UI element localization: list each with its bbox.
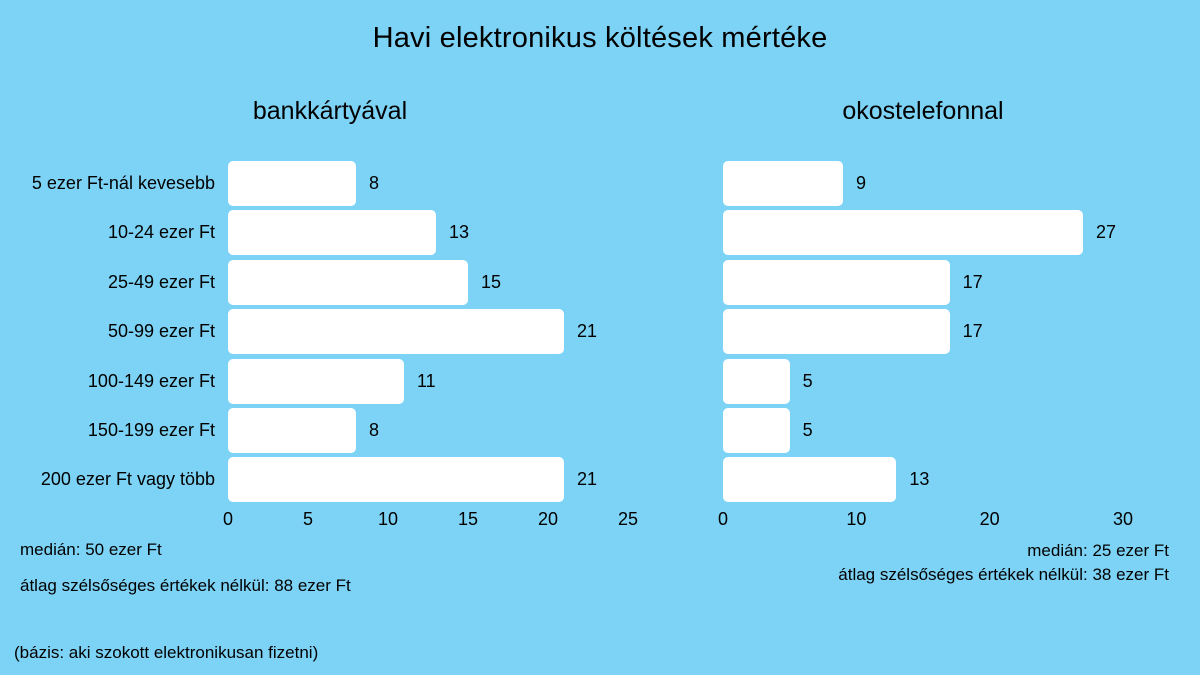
value-label: 8	[369, 173, 380, 193]
subtitle-bankkartyaval: bankkártyával	[252, 97, 408, 125]
bar	[228, 457, 564, 503]
bar	[723, 161, 843, 206]
value-label: 5	[802, 370, 813, 391]
average-note-left: átlag szélsőséges értékek nélkül: 88 eze…	[20, 576, 351, 595]
x-axis-tick: 10	[377, 509, 399, 529]
category-label: 100-149 ezer Ft	[87, 370, 215, 391]
subtitle-okostelefonnal: okostelefonnal	[842, 97, 1004, 125]
bar	[723, 457, 897, 503]
x-axis-tick: 5	[302, 509, 313, 529]
x-axis-tick: 25	[617, 509, 639, 529]
value-label: 8	[369, 420, 380, 440]
bar	[723, 210, 1083, 256]
value-label: 5	[802, 420, 813, 440]
bar	[228, 259, 468, 305]
value-label: 13	[909, 469, 930, 490]
value-label: 21	[577, 321, 598, 342]
median-note-left: medián: 50 ezer Ft	[20, 540, 162, 559]
value-label: 17	[962, 271, 983, 292]
value-label: 13	[449, 222, 470, 243]
category-label: 5 ezer Ft-nál kevesebb	[31, 173, 215, 193]
category-label: 25-49 ezer Ft	[107, 271, 215, 292]
x-axis-tick: 30	[1112, 509, 1134, 529]
median-note-right: medián: 25 ezer Ft	[1027, 541, 1169, 560]
x-axis-tick: 15	[457, 509, 479, 529]
base-note: (bázis: aki szokott elektronikusan fizet…	[14, 643, 319, 662]
chart-title: Havi elektronikus költések mértéke	[372, 22, 828, 54]
category-label: 50-99 ezer Ft	[107, 321, 215, 342]
value-label: 15	[481, 271, 502, 292]
x-axis-tick: 0	[222, 509, 233, 529]
value-label: 21	[577, 469, 598, 490]
value-label: 9	[856, 173, 867, 193]
bar	[723, 309, 950, 355]
x-axis-tick: 10	[846, 509, 867, 529]
average-note-right: átlag szélsőséges értékek nélkül: 38 eze…	[838, 565, 1169, 584]
bar	[228, 161, 356, 206]
bar	[228, 358, 404, 404]
bar	[723, 358, 790, 404]
category-label: 150-199 ezer Ft	[87, 420, 215, 440]
bar	[228, 408, 356, 453]
bar	[723, 259, 950, 305]
bar	[228, 210, 436, 256]
bar	[723, 408, 790, 453]
x-axis-tick: 20	[979, 509, 1000, 529]
bar	[228, 309, 564, 355]
category-label: 200 ezer Ft vagy több	[40, 469, 215, 490]
category-label: 10-24 ezer Ft	[107, 222, 215, 243]
x-axis-tick: 0	[717, 509, 728, 529]
value-label: 11	[417, 370, 436, 391]
value-label: 27	[1096, 222, 1117, 243]
value-label: 17	[962, 321, 983, 342]
x-axis-tick: 20	[537, 509, 559, 529]
